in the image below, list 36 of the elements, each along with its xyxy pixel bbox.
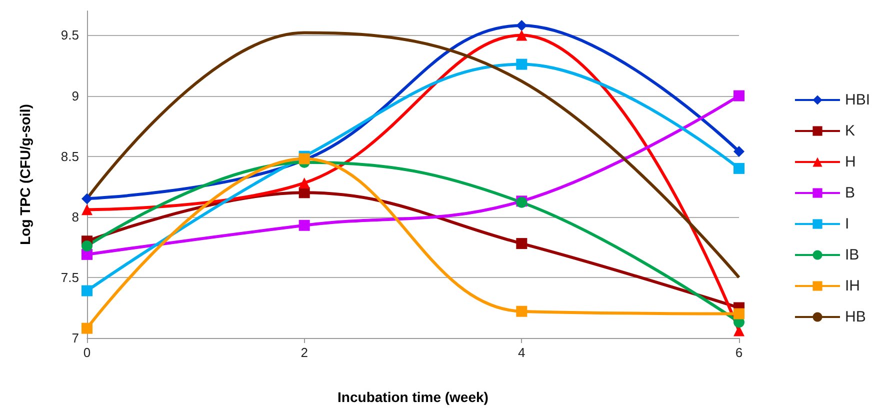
y-axis-title: Log TPC (CFU/g-soil) (17, 104, 33, 245)
point (516, 238, 528, 250)
point (516, 306, 528, 317)
point (516, 58, 528, 70)
point (82, 204, 92, 216)
point (734, 162, 744, 174)
point (734, 90, 744, 102)
point (298, 220, 310, 231)
legend-label: IH (844, 278, 860, 294)
point (734, 308, 744, 320)
x-tick-label: 6 (735, 345, 743, 360)
y-tick-label: 7.5 (60, 270, 79, 285)
y-tick-label: 9 (72, 88, 79, 104)
y-tick-label: 8 (72, 209, 79, 224)
x-tick-label: 2 (300, 345, 308, 360)
legend-label: I (844, 216, 850, 232)
y-tick-label: 7 (72, 330, 79, 346)
point (82, 322, 92, 334)
point (82, 240, 92, 252)
point (82, 285, 92, 296)
point (516, 30, 528, 41)
legend-label: B (844, 184, 856, 202)
x-tick-label: 0 (83, 345, 91, 360)
x-axis-title: Incubation time (week) (338, 389, 488, 405)
legend-label: K (844, 122, 856, 140)
y-tick-label: 9.5 (60, 28, 79, 43)
legend-label: HBI (844, 92, 870, 108)
point (298, 177, 310, 188)
point (516, 20, 528, 32)
legend-label: HB (844, 308, 866, 326)
point (82, 193, 92, 204)
x-tick-label: 4 (518, 345, 526, 360)
legend-label: H (844, 154, 856, 170)
y-tick-label: 8.5 (60, 148, 79, 164)
point (734, 146, 744, 157)
legend-label: IB (844, 246, 860, 264)
